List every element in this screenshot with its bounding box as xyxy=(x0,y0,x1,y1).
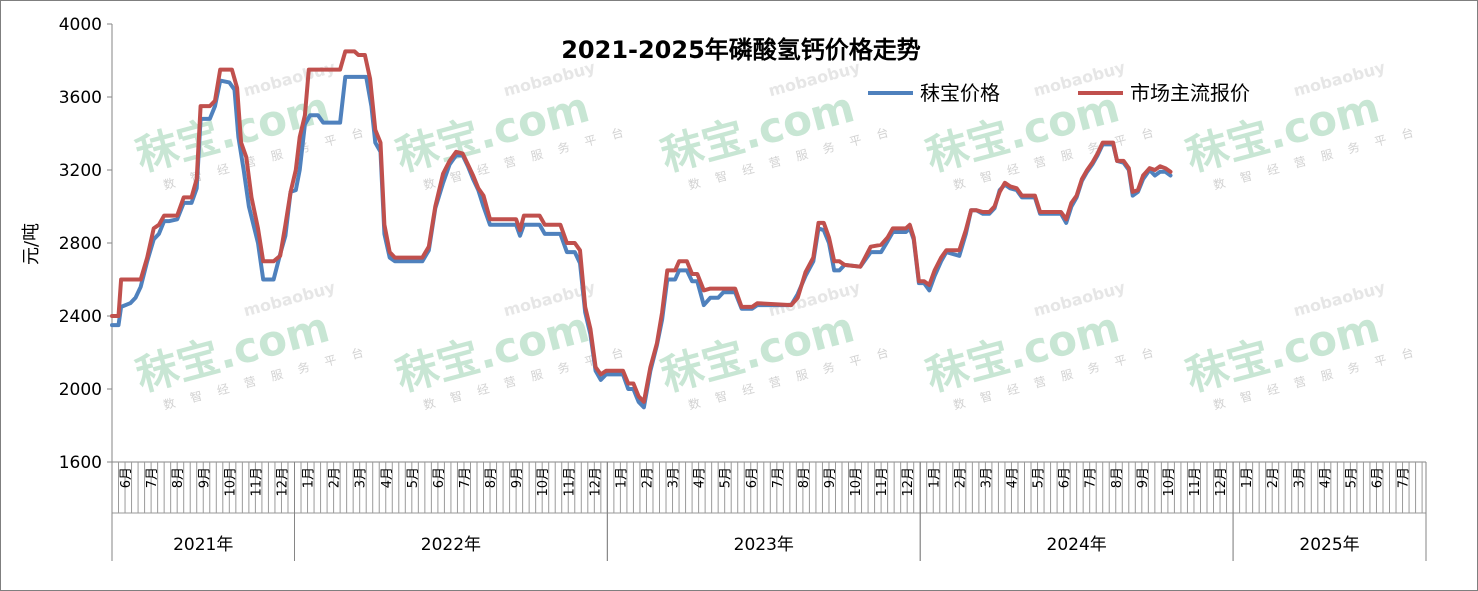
month-label: 3月 xyxy=(979,467,994,488)
month-label: 2月 xyxy=(640,467,655,488)
month-label: 6月 xyxy=(1370,467,1385,488)
month-label: 11月 xyxy=(1188,467,1203,497)
month-label: 4月 xyxy=(1005,467,1020,488)
month-label: 8月 xyxy=(484,467,499,488)
month-label: 9月 xyxy=(510,467,525,488)
x-axis-ticks xyxy=(111,462,1426,514)
legend-label-market: 市场主流报价 xyxy=(1130,81,1250,105)
y-axis-label: 元/吨 xyxy=(21,223,42,265)
legend: 秣宝价格 市场主流报价 xyxy=(868,81,1250,105)
month-label: 12月 xyxy=(588,467,603,497)
y-tick-label: 2000 xyxy=(59,380,102,400)
month-label: 12月 xyxy=(275,467,290,497)
month-label: 2月 xyxy=(328,467,343,488)
month-label: 11月 xyxy=(875,467,890,497)
month-label: 4月 xyxy=(380,467,395,488)
month-label: 5月 xyxy=(1344,467,1359,488)
month-label: 1月 xyxy=(614,467,629,488)
month-label: 3月 xyxy=(354,467,369,488)
month-label: 5月 xyxy=(719,467,734,488)
month-label: 12月 xyxy=(901,467,916,497)
month-label: 7月 xyxy=(1084,467,1099,488)
chart-title: 2021-2025年磷酸氢钙价格走势 xyxy=(561,36,921,64)
month-label: 6月 xyxy=(1058,467,1073,488)
month-label: 7月 xyxy=(1397,467,1412,488)
month-label: 2月 xyxy=(953,467,968,488)
month-label: 1月 xyxy=(302,467,317,488)
month-label: 8月 xyxy=(1110,467,1125,488)
y-axis-ticks: 1600 2000 2400 2800 3200 3600 4000 xyxy=(59,15,112,473)
year-label: 2022年 xyxy=(421,535,481,555)
month-label: 3月 xyxy=(1292,467,1307,488)
year-groups: 2021年 2022年 2023年 2024年 2025年 xyxy=(111,462,1427,561)
month-label: 5月 xyxy=(406,467,421,488)
year-label: 2025年 xyxy=(1299,535,1359,555)
month-label: 4月 xyxy=(693,467,708,488)
series-lines xyxy=(110,49,1173,410)
y-tick-label: 3200 xyxy=(59,161,102,181)
month-label: 7月 xyxy=(771,467,786,488)
legend-label-mobao: 秣宝价格 xyxy=(920,81,1000,105)
month-label: 10月 xyxy=(1162,467,1177,497)
month-label: 7月 xyxy=(145,467,160,488)
month-label: 2月 xyxy=(1266,467,1281,488)
month-label: 10月 xyxy=(536,467,551,497)
y-tick-label: 2800 xyxy=(59,234,102,254)
month-label: 11月 xyxy=(562,467,577,497)
y-tick-label: 3600 xyxy=(59,88,102,108)
month-label: 1月 xyxy=(1240,467,1255,488)
month-label: 9月 xyxy=(823,467,838,488)
month-label: 1月 xyxy=(927,467,942,488)
month-label: 5月 xyxy=(1032,467,1047,488)
y-tick-label: 4000 xyxy=(59,15,102,35)
month-label: 9月 xyxy=(1136,467,1151,488)
y-tick-label: 2400 xyxy=(59,307,102,327)
series-line-market xyxy=(110,49,1173,404)
month-label: 10月 xyxy=(849,467,864,497)
month-label: 6月 xyxy=(432,467,447,488)
month-label: 7月 xyxy=(458,467,473,488)
month-labels: 6月 7月 8月 9月 10月 11月 12月 1月 2月 3月 4月 5月 6月 7月 8月 9月 10月 11… xyxy=(119,467,1412,497)
month-label: 3月 xyxy=(667,467,682,488)
month-label: 8月 xyxy=(171,467,186,488)
year-label: 2024年 xyxy=(1047,535,1107,555)
month-label: 12月 xyxy=(1214,467,1229,497)
month-label: 6月 xyxy=(745,467,760,488)
month-label: 10月 xyxy=(223,467,238,497)
month-label: 11月 xyxy=(249,467,264,497)
month-label: 9月 xyxy=(197,467,212,488)
month-label: 6月 xyxy=(119,467,134,488)
y-tick-label: 1600 xyxy=(59,453,102,473)
year-label: 2021年 xyxy=(173,535,233,555)
month-label: 8月 xyxy=(797,467,812,488)
year-label: 2023年 xyxy=(734,535,794,555)
month-label: 4月 xyxy=(1318,467,1333,488)
